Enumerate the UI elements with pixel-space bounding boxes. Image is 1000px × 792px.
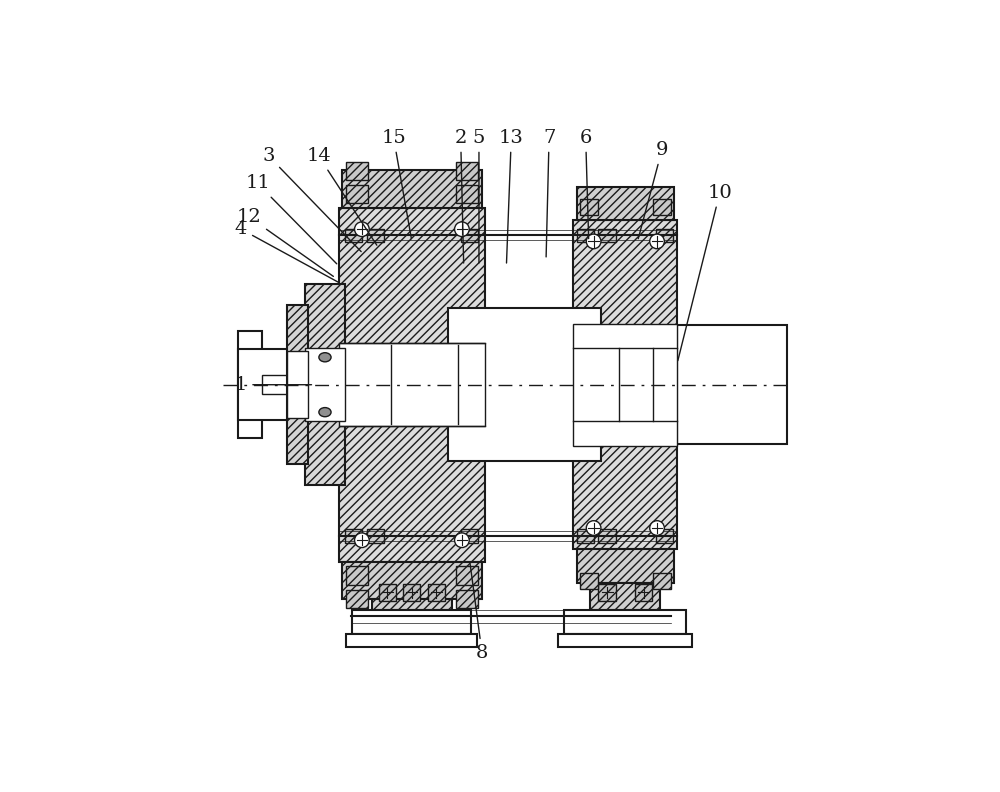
Bar — [346, 589, 368, 608]
Bar — [367, 229, 384, 242]
Bar — [342, 170, 482, 208]
Circle shape — [355, 533, 369, 547]
Bar — [372, 600, 452, 611]
Bar — [598, 229, 616, 242]
Bar — [342, 562, 482, 600]
Circle shape — [455, 222, 469, 237]
Bar — [238, 331, 262, 439]
Text: 15: 15 — [381, 129, 411, 238]
Bar — [573, 324, 677, 446]
Text: 6: 6 — [579, 129, 592, 238]
Circle shape — [586, 520, 601, 535]
Bar — [590, 583, 660, 611]
Text: 9: 9 — [638, 141, 668, 238]
Text: 8: 8 — [470, 565, 488, 662]
Bar — [403, 584, 420, 600]
Bar — [448, 308, 601, 461]
Bar — [580, 200, 598, 215]
Bar — [635, 584, 652, 600]
Circle shape — [650, 234, 664, 249]
Text: 12: 12 — [237, 208, 333, 276]
Bar — [346, 634, 477, 647]
Bar — [598, 325, 787, 444]
Bar — [345, 229, 362, 242]
Circle shape — [586, 234, 601, 249]
Bar — [346, 566, 368, 584]
Bar — [287, 351, 308, 418]
Bar — [456, 162, 478, 180]
Bar — [580, 573, 598, 589]
Bar — [379, 584, 396, 600]
Bar — [656, 229, 673, 242]
Text: 4: 4 — [235, 220, 339, 283]
Text: 2: 2 — [454, 129, 467, 263]
Bar — [339, 343, 485, 426]
Bar — [346, 162, 368, 180]
Text: 5: 5 — [473, 129, 485, 263]
Bar — [305, 348, 345, 421]
Bar — [577, 186, 674, 220]
Bar — [591, 359, 610, 410]
Bar — [352, 611, 471, 634]
Text: 1: 1 — [235, 375, 312, 394]
Bar — [634, 352, 666, 417]
Bar — [425, 348, 441, 421]
Bar — [577, 529, 594, 543]
Bar — [598, 529, 616, 543]
Bar — [656, 529, 673, 543]
Text: 14: 14 — [306, 147, 377, 246]
Bar — [357, 356, 378, 413]
Bar — [653, 200, 671, 215]
Ellipse shape — [319, 352, 331, 362]
Bar — [305, 284, 345, 485]
Bar — [339, 208, 485, 562]
Bar — [456, 566, 478, 584]
Bar — [346, 185, 368, 203]
Bar — [367, 529, 384, 543]
Ellipse shape — [319, 408, 331, 417]
Text: 13: 13 — [499, 129, 524, 263]
Bar — [584, 352, 616, 417]
Circle shape — [650, 520, 664, 535]
Bar — [456, 589, 478, 608]
Bar — [351, 349, 384, 420]
Bar — [287, 306, 308, 464]
Bar — [573, 220, 677, 550]
Bar — [461, 229, 478, 242]
Bar — [577, 229, 594, 242]
Bar — [461, 529, 478, 543]
Bar — [598, 584, 616, 600]
Bar — [641, 359, 660, 410]
Text: 7: 7 — [543, 129, 555, 257]
Bar — [558, 634, 692, 647]
Text: 11: 11 — [245, 174, 337, 264]
Circle shape — [455, 533, 469, 547]
Bar — [345, 529, 362, 543]
Text: 3: 3 — [262, 147, 361, 252]
Bar — [439, 349, 473, 420]
Bar — [616, 351, 633, 418]
Bar — [386, 348, 402, 421]
Bar — [456, 185, 478, 203]
Bar — [445, 356, 467, 413]
Bar — [653, 573, 671, 589]
Circle shape — [355, 222, 369, 237]
Bar — [238, 349, 357, 420]
Bar — [577, 550, 674, 583]
Bar — [262, 375, 308, 394]
Bar — [428, 584, 445, 600]
Bar — [564, 611, 686, 634]
Text: 10: 10 — [678, 184, 732, 360]
